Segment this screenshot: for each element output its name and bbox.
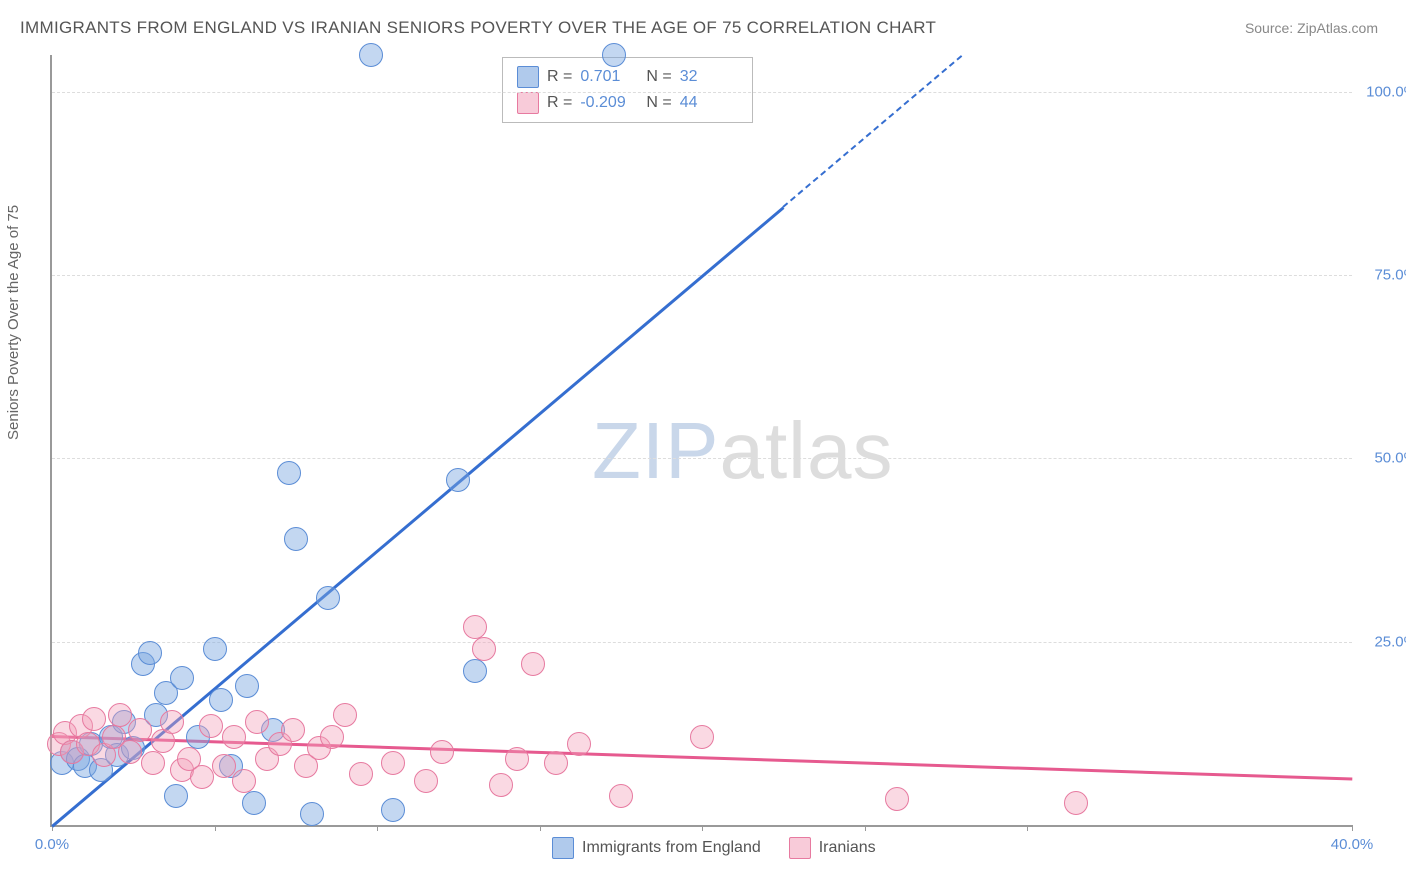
gridline [52, 92, 1352, 93]
scatter-point-b [141, 751, 165, 775]
scatter-point-a [138, 641, 162, 665]
scatter-point-b [690, 725, 714, 749]
x-tick [865, 825, 866, 831]
scatter-point-b [281, 718, 305, 742]
scatter-point-b [463, 615, 487, 639]
scatter-point-b [320, 725, 344, 749]
scatter-point-a [277, 461, 301, 485]
legend-swatch-a [517, 66, 539, 88]
r-value-a: 0.701 [580, 64, 638, 90]
y-tick-label: 100.0% [1357, 83, 1406, 100]
r-value-b: -0.209 [580, 90, 638, 116]
scatter-point-b [430, 740, 454, 764]
scatter-point-a [242, 791, 266, 815]
r-label-b: R = [547, 90, 572, 116]
scatter-point-a [300, 802, 324, 826]
gridline [52, 458, 1352, 459]
trend-line [783, 55, 963, 208]
scatter-point-b [381, 751, 405, 775]
scatter-point-b [567, 732, 591, 756]
scatter-point-b [232, 769, 256, 793]
scatter-point-b [190, 765, 214, 789]
x-tick [702, 825, 703, 831]
legend-label-a: Immigrants from England [582, 839, 761, 857]
scatter-point-b [128, 718, 152, 742]
x-tick-label: 40.0% [1331, 836, 1374, 853]
scatter-point-b [199, 714, 223, 738]
scatter-point-b [222, 725, 246, 749]
source-attribution: Source: ZipAtlas.com [1245, 20, 1378, 36]
n-value-b: 44 [680, 90, 738, 116]
r-label-a: R = [547, 64, 572, 90]
scatter-point-b [609, 784, 633, 808]
scatter-point-b [82, 707, 106, 731]
scatter-point-b [472, 637, 496, 661]
scatter-point-a [316, 586, 340, 610]
watermark: ZIPatlas [592, 405, 893, 497]
scatter-point-b [245, 710, 269, 734]
scatter-point-b [118, 740, 142, 764]
series-legend: Immigrants from England Iranians [552, 837, 876, 859]
scatter-point-a [284, 527, 308, 551]
scatter-plot-area: ZIPatlas R = 0.701 N = 32 R = -0.209 N =… [50, 55, 1352, 827]
n-label-a: N = [646, 64, 671, 90]
scatter-point-a [164, 784, 188, 808]
legend-swatch-b-bottom [789, 837, 811, 859]
legend-label-b: Iranians [819, 839, 876, 857]
x-tick-label: 0.0% [35, 836, 69, 853]
watermark-atlas: atlas [719, 406, 893, 495]
correlation-legend: R = 0.701 N = 32 R = -0.209 N = 44 [502, 57, 753, 123]
x-tick [215, 825, 216, 831]
scatter-point-b [1064, 791, 1088, 815]
y-tick-label: 75.0% [1357, 267, 1406, 284]
legend-item-b: Iranians [789, 837, 876, 859]
legend-row-a: R = 0.701 N = 32 [517, 64, 738, 90]
scatter-point-a [209, 688, 233, 712]
scatter-point-a [203, 637, 227, 661]
watermark-zip: ZIP [592, 406, 719, 495]
chart-title: IMMIGRANTS FROM ENGLAND VS IRANIAN SENIO… [20, 18, 936, 38]
scatter-point-a [381, 798, 405, 822]
scatter-point-a [602, 43, 626, 67]
scatter-point-b [333, 703, 357, 727]
scatter-point-a [235, 674, 259, 698]
scatter-point-b [349, 762, 373, 786]
x-tick [1027, 825, 1028, 831]
n-label-b: N = [646, 90, 671, 116]
scatter-point-b [160, 710, 184, 734]
x-tick [377, 825, 378, 831]
legend-row-b: R = -0.209 N = 44 [517, 90, 738, 116]
scatter-point-a [359, 43, 383, 67]
scatter-point-a [463, 659, 487, 683]
y-tick-label: 50.0% [1357, 450, 1406, 467]
scatter-point-b [505, 747, 529, 771]
scatter-point-a [170, 666, 194, 690]
scatter-point-b [414, 769, 438, 793]
legend-swatch-b [517, 92, 539, 114]
scatter-point-b [544, 751, 568, 775]
x-tick [540, 825, 541, 831]
x-tick [1352, 825, 1353, 831]
n-value-a: 32 [680, 64, 738, 90]
gridline [52, 642, 1352, 643]
scatter-point-a [446, 468, 470, 492]
scatter-point-b [885, 787, 909, 811]
scatter-point-b [489, 773, 513, 797]
y-axis-label: Seniors Poverty Over the Age of 75 [5, 205, 22, 440]
legend-item-a: Immigrants from England [552, 837, 761, 859]
legend-swatch-a-bottom [552, 837, 574, 859]
y-tick-label: 25.0% [1357, 633, 1406, 650]
scatter-point-b [521, 652, 545, 676]
